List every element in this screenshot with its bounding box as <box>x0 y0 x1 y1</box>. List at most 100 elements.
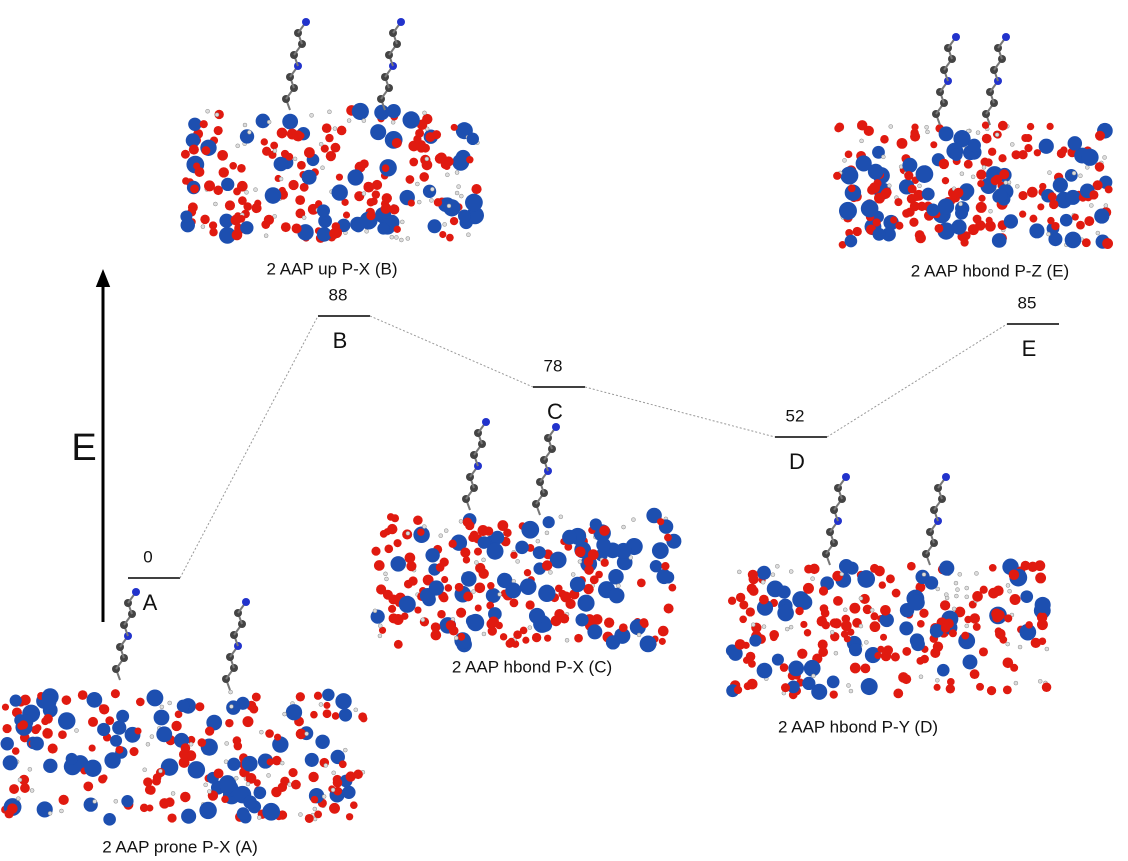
atom <box>425 132 435 142</box>
atom <box>881 155 885 159</box>
atom <box>378 634 382 638</box>
atom <box>965 586 969 590</box>
atom <box>28 767 32 771</box>
atom <box>909 595 925 611</box>
atom <box>362 119 366 123</box>
atom <box>1057 149 1066 158</box>
atom <box>455 171 459 175</box>
atom <box>78 690 88 700</box>
atom <box>908 185 917 194</box>
atom <box>48 811 52 815</box>
atom <box>455 583 464 592</box>
atom <box>999 636 1007 644</box>
atom <box>976 683 984 691</box>
atom <box>942 473 950 481</box>
atom <box>136 698 145 707</box>
atom <box>346 813 353 820</box>
atom <box>279 177 283 181</box>
atom <box>965 624 969 628</box>
atom <box>406 175 415 184</box>
atom <box>347 169 363 185</box>
atom <box>93 799 97 803</box>
level-energy: 85 <box>1018 293 1037 312</box>
atom <box>66 753 78 765</box>
atom <box>954 594 958 598</box>
atom <box>305 814 314 823</box>
atom <box>20 783 30 793</box>
atom <box>288 180 298 190</box>
atom <box>918 184 922 188</box>
atom <box>402 111 419 128</box>
atom <box>190 184 199 193</box>
atom <box>902 209 911 218</box>
atom <box>444 529 448 533</box>
atom <box>976 131 980 135</box>
atom <box>833 596 843 606</box>
atom <box>270 142 278 150</box>
atom <box>913 193 921 201</box>
atom <box>1065 232 1082 249</box>
atom <box>1042 682 1052 692</box>
atom <box>1010 594 1021 605</box>
atom <box>861 200 879 218</box>
atom <box>233 188 241 196</box>
atom <box>382 193 392 203</box>
atom <box>922 188 935 201</box>
atom <box>406 237 410 241</box>
atom <box>916 657 924 665</box>
atom <box>325 134 333 142</box>
structure: 2 AAP up P-X (B) <box>180 18 484 278</box>
atom <box>661 562 669 570</box>
atom <box>971 175 975 179</box>
atom <box>1010 142 1014 146</box>
atom <box>1048 192 1057 201</box>
connector <box>180 316 318 578</box>
atom <box>422 525 426 529</box>
atom <box>288 783 292 787</box>
atom <box>430 187 434 191</box>
atom <box>657 518 664 525</box>
atom <box>189 742 193 746</box>
atom <box>954 581 958 585</box>
atom <box>236 144 240 148</box>
atom <box>1096 231 1100 235</box>
atom <box>1072 171 1076 175</box>
atom <box>917 620 925 628</box>
atom <box>181 809 196 824</box>
atom <box>459 519 463 523</box>
atom <box>380 530 388 538</box>
atom <box>1038 679 1042 683</box>
level-label: B <box>333 328 348 353</box>
atom <box>1047 171 1051 175</box>
atom <box>160 705 164 709</box>
atom <box>989 564 997 572</box>
atom <box>180 792 190 802</box>
atom <box>337 126 347 136</box>
atom <box>952 607 956 611</box>
atom <box>292 130 303 141</box>
atom <box>562 530 577 545</box>
atom <box>323 702 330 709</box>
atom <box>830 630 834 634</box>
atom <box>339 708 352 721</box>
atom <box>202 146 211 155</box>
atom <box>475 605 482 612</box>
atom <box>575 613 588 626</box>
atom <box>240 221 253 234</box>
atom <box>238 196 247 205</box>
atom <box>757 566 771 580</box>
atom <box>214 126 223 135</box>
atom <box>264 234 268 238</box>
atom <box>886 574 895 583</box>
atom <box>365 229 369 233</box>
atom <box>247 130 251 134</box>
atom <box>474 548 482 556</box>
atom <box>391 514 399 522</box>
atom <box>313 807 317 811</box>
atom <box>1081 149 1098 166</box>
atom <box>892 589 901 598</box>
atom <box>323 709 332 718</box>
atom <box>849 603 860 614</box>
atom <box>788 661 804 677</box>
atom <box>770 634 778 642</box>
